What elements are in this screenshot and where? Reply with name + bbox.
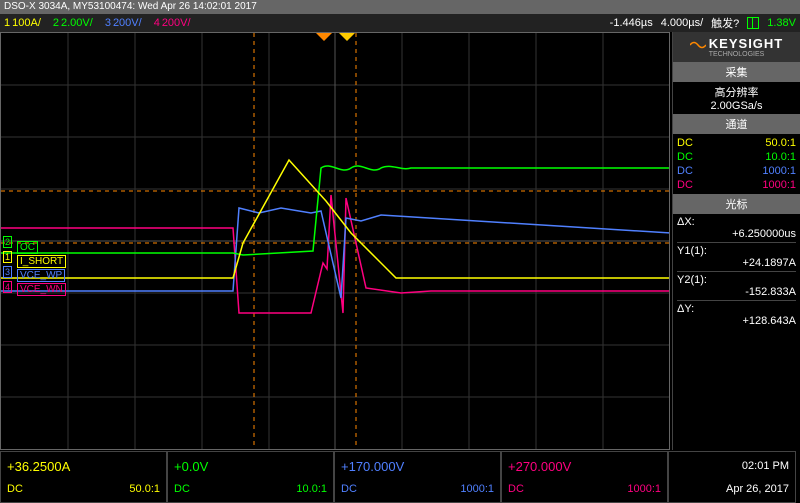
meas-ch3-probe: 1000:1	[460, 483, 494, 495]
ch4-scale: 200V/	[162, 17, 191, 29]
ch2-num[interactable]: 2	[53, 17, 59, 29]
cursor-y1-label: Y1(1):	[677, 242, 796, 257]
right-panel: KEYSIGHT TECHNOLOGIES 采集 高分辨率 2.00GSa/s …	[672, 32, 800, 450]
timebase-delay: -1.446µs	[610, 17, 653, 29]
meas-ch3-coupling: DC	[341, 483, 357, 495]
channel-rows: DC50.0:1DC10.0:1DC1000:1DC1000:1	[673, 134, 800, 194]
ch1-scale: 100A/	[12, 17, 41, 29]
ch4-gnd-marker: 4	[3, 281, 12, 293]
meas-ch2[interactable]: +0.0V DC 10.0:1	[167, 451, 334, 503]
signal-oc: OC	[17, 241, 38, 254]
logo-sub: TECHNOLOGIES	[677, 51, 796, 58]
ch1-trace	[1, 160, 669, 278]
bottom-bar: +36.2500A DC 50.0:1 +0.0V DC 10.0:1 +170.0…	[0, 451, 800, 503]
signal-vce-wn: VCE_WN	[17, 283, 66, 296]
device-header: DSO-X 3034A, MY53100474: Wed Apr 26 14:0…	[0, 0, 800, 14]
cursor-header: 光标	[673, 194, 800, 214]
acq-rate: 2.00GSa/s	[677, 100, 796, 112]
meas-ch4[interactable]: +270.000V DC 1000:1	[501, 451, 668, 503]
channel-row-2: DC1000:1	[677, 164, 796, 178]
channel-row-0: DC50.0:1	[677, 136, 796, 150]
ch2-gnd-marker: 2	[3, 236, 12, 248]
logo-wave-icon	[690, 40, 706, 50]
cursor-dy-value: +128.643A	[677, 315, 796, 327]
meas-ch1-coupling: DC	[7, 483, 23, 495]
signal-vce-wp: VCE_WP	[17, 269, 65, 282]
ch1-gnd-marker: 1	[3, 251, 12, 263]
meas-ch4-value: +270.000V	[508, 459, 661, 474]
waveforms	[1, 33, 669, 449]
meas-ch2-probe: 10.0:1	[296, 483, 327, 495]
trigger-level: 1.38V	[767, 17, 796, 29]
trigger-label: 触发?	[711, 15, 739, 31]
meas-ch2-value: +0.0V	[174, 459, 327, 474]
acq-mode: 高分辨率	[677, 84, 796, 100]
meas-ch3-value: +170.000V	[341, 459, 494, 474]
cursor-dx-value: +6.250000us	[677, 228, 796, 240]
ch3-scale: 200V/	[113, 17, 142, 29]
cursor-dx-label: ΔX:	[677, 216, 796, 228]
ch1-num[interactable]: 1	[4, 17, 10, 29]
datetime-box: 02:01 PM Apr 26, 2017	[668, 451, 796, 503]
logo-text: KEYSIGHT	[709, 36, 783, 51]
keysight-logo: KEYSIGHT TECHNOLOGIES	[673, 32, 800, 62]
ch3-gnd-marker: 3	[3, 266, 12, 278]
chan-header: 通道	[673, 114, 800, 134]
cursor-dy-label: ΔY:	[677, 300, 796, 315]
meas-ch1-probe: 50.0:1	[129, 483, 160, 495]
meas-ch3[interactable]: +170.000V DC 1000:1	[334, 451, 501, 503]
meas-ch4-coupling: DC	[508, 483, 524, 495]
ch3-num[interactable]: 3	[105, 17, 111, 29]
cursor-y2-label: Y2(1):	[677, 271, 796, 286]
meas-ch1[interactable]: +36.2500A DC 50.0:1	[0, 451, 167, 503]
ch2-scale: 2.00V/	[61, 17, 93, 29]
channel-row-3: DC1000:1	[677, 178, 796, 192]
ch4-num[interactable]: 4	[154, 17, 160, 29]
waveform-display[interactable]: 2 1 3 4 OC I_SHORT VCE_WP VCE_WN	[0, 32, 670, 450]
time-value: 02:01 PM	[675, 460, 789, 472]
trigger-edge-icon[interactable]	[747, 17, 759, 29]
signal-ishort: I_SHORT	[17, 255, 66, 268]
meas-ch2-coupling: DC	[174, 483, 190, 495]
channel-bar: 1 100A/ 2 2.00V/ 3 200V/ 4 200V/ -1.446µ…	[0, 14, 800, 32]
device-info: DSO-X 3034A, MY53100474: Wed Apr 26 14:0…	[4, 1, 257, 12]
cursor-y2-value: -152.833A	[677, 286, 796, 298]
meas-ch4-probe: 1000:1	[627, 483, 661, 495]
cursor-y1-value: +24.1897A	[677, 257, 796, 269]
meas-ch1-value: +36.2500A	[7, 459, 160, 474]
timebase-scale: 4.000µs/	[661, 17, 703, 29]
channel-row-1: DC10.0:1	[677, 150, 796, 164]
acq-header: 采集	[673, 62, 800, 82]
date-value: Apr 26, 2017	[675, 483, 789, 495]
